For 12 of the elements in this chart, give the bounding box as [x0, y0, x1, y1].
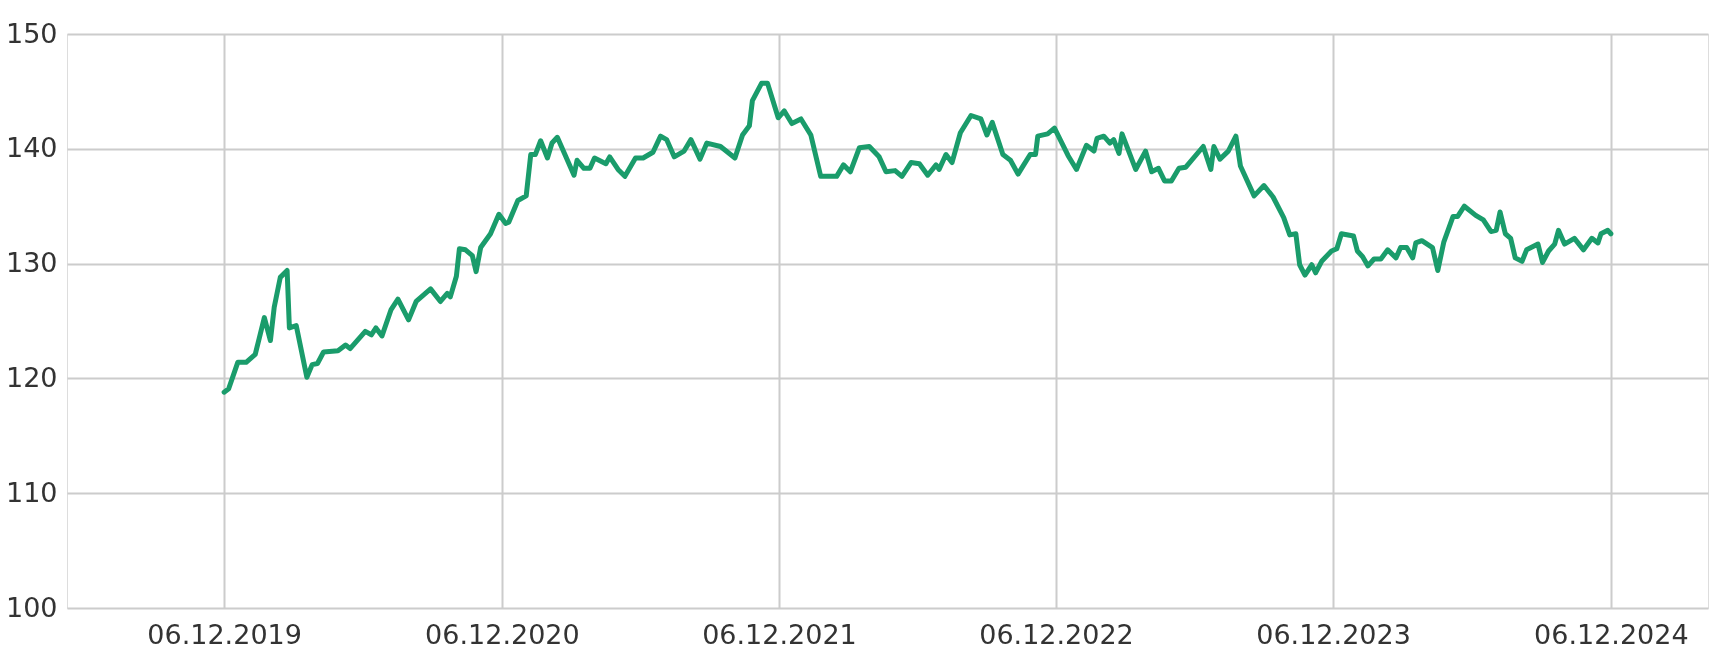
y-tick-label: 100 [5, 591, 58, 623]
x-tick-label: 06.12.2023 [1256, 618, 1411, 650]
y-tick-label: 140 [5, 132, 58, 164]
y-tick-label: 130 [5, 247, 58, 279]
x-tick-label: 06.12.2021 [702, 618, 857, 650]
x-tick-label: 06.12.2019 [147, 618, 302, 650]
y-tick-label: 110 [5, 476, 58, 508]
y-tick-label: 120 [5, 361, 58, 393]
x-tick-label: 06.12.2024 [1534, 618, 1689, 650]
x-tick-label: 06.12.2022 [979, 618, 1134, 650]
x-tick-label: 06.12.2020 [425, 618, 580, 650]
y-tick-label: 150 [5, 17, 58, 49]
